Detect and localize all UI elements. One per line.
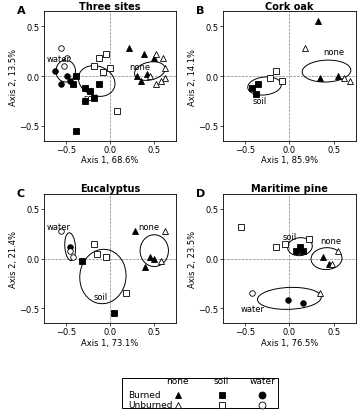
Text: soil: soil [214,376,229,385]
X-axis label: Axis 1, 76.5%: Axis 1, 76.5% [261,338,318,347]
Text: Unburned: Unburned [128,401,172,410]
FancyBboxPatch shape [122,378,278,408]
Text: Burned: Burned [128,390,160,399]
Text: none: none [167,376,189,385]
Text: water: water [241,304,265,313]
Y-axis label: Axis 2, 21.4%: Axis 2, 21.4% [9,230,18,287]
Y-axis label: Axis 2, 23.5%: Axis 2, 23.5% [188,230,197,287]
Text: D: D [196,188,205,198]
Text: none: none [320,237,342,246]
Text: none: none [323,47,344,57]
Text: water: water [46,55,70,64]
Text: soil: soil [94,292,108,301]
Title: Eucalyptus: Eucalyptus [80,184,140,194]
Text: soil: soil [252,97,266,106]
Title: Cork oak: Cork oak [265,2,314,12]
Y-axis label: Axis 2, 14.1%: Axis 2, 14.1% [188,48,197,105]
Text: soil: soil [282,233,297,242]
X-axis label: Axis 1, 73.1%: Axis 1, 73.1% [81,338,139,347]
Text: none: none [138,223,159,232]
Title: Maritime pine: Maritime pine [251,184,328,194]
Text: soil: soil [83,94,98,103]
Title: Three sites: Three sites [79,2,141,12]
Y-axis label: Axis 2, 13.5%: Axis 2, 13.5% [9,48,18,105]
Text: A: A [17,6,26,16]
Text: water: water [46,223,70,232]
Text: C: C [17,188,25,198]
X-axis label: Axis 1, 68.6%: Axis 1, 68.6% [81,156,139,165]
Text: B: B [196,6,205,16]
Text: none: none [130,62,151,71]
X-axis label: Axis 1, 85.9%: Axis 1, 85.9% [261,156,318,165]
Text: water: water [249,376,275,385]
